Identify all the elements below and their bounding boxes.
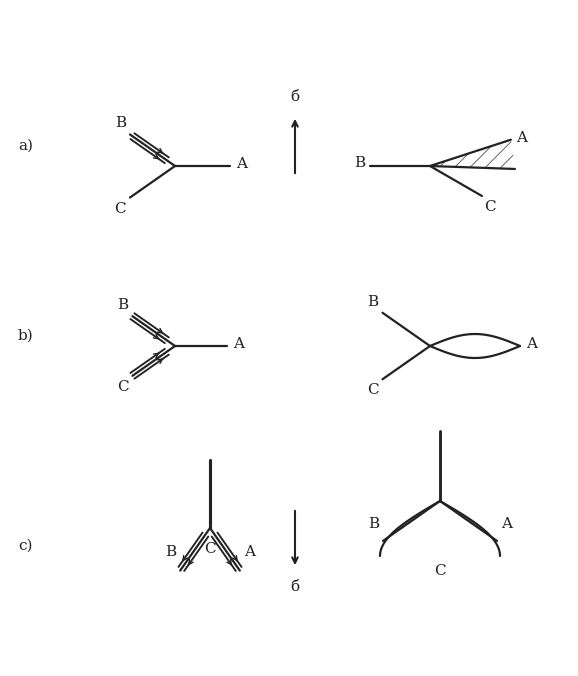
Text: C: C bbox=[434, 564, 446, 578]
Text: C: C bbox=[367, 383, 379, 397]
Text: B: B bbox=[117, 298, 128, 312]
Text: A: A bbox=[233, 337, 244, 351]
Text: B: B bbox=[165, 545, 176, 558]
Text: б: б bbox=[290, 580, 299, 594]
Text: б: б bbox=[290, 90, 299, 104]
Text: A: A bbox=[244, 545, 255, 558]
Text: b): b) bbox=[18, 329, 34, 343]
Text: a): a) bbox=[18, 139, 33, 153]
Text: B: B bbox=[368, 517, 379, 531]
Text: A: A bbox=[516, 130, 527, 145]
Text: A: A bbox=[236, 157, 247, 171]
Text: A: A bbox=[526, 337, 537, 351]
Text: c): c) bbox=[18, 539, 32, 553]
Text: C: C bbox=[484, 200, 495, 214]
Text: C: C bbox=[204, 542, 216, 556]
Text: C: C bbox=[114, 201, 126, 216]
Text: B: B bbox=[354, 156, 365, 170]
Text: B: B bbox=[115, 116, 126, 130]
Text: B: B bbox=[368, 295, 379, 309]
Text: A: A bbox=[501, 517, 512, 531]
Text: C: C bbox=[117, 380, 128, 394]
